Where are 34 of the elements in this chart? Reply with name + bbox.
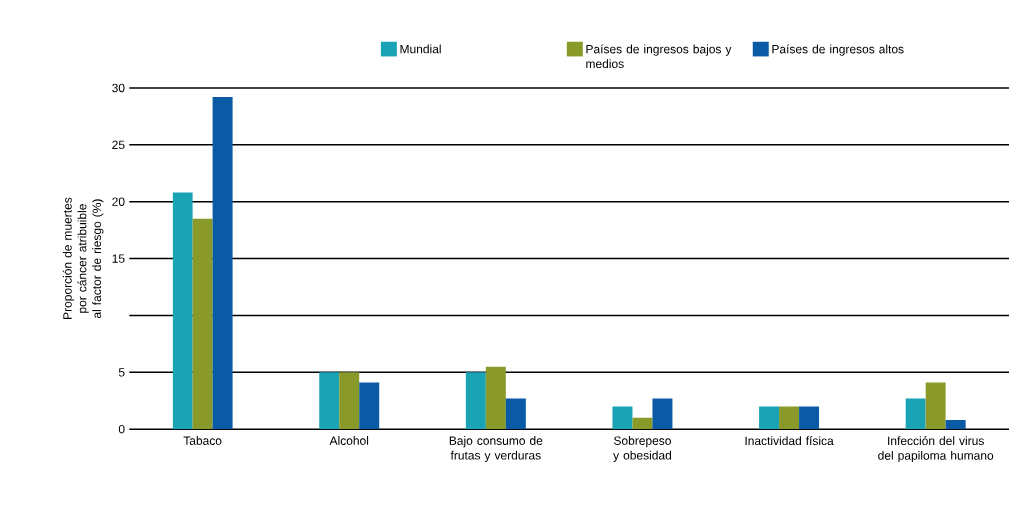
bar: [652, 398, 673, 430]
x-tick-label: Tabaco: [183, 436, 222, 446]
legend-label: Países de ingresos bajos y medios: [586, 44, 732, 69]
bar: [172, 192, 193, 430]
bar: [339, 372, 360, 430]
x-tick-label: Infección del virus del papiloma humano: [878, 436, 994, 463]
y-tick-label: 30: [112, 83, 125, 93]
x-tick-label: Sobrepeso y obesidad: [613, 436, 672, 463]
x-tick-label: Bajo consumo de frutas y verduras: [449, 436, 543, 463]
bar: [945, 420, 966, 430]
y-tick-label: 25: [112, 140, 125, 150]
y-axis-title: Proporción de muertes por cáncer atribuible al factor de riesgo (%): [62, 197, 104, 320]
bar: [799, 406, 820, 430]
bar: [212, 97, 233, 430]
y-tick-label: 5: [118, 368, 125, 377]
bar: [779, 406, 800, 430]
y-tick-label: 0: [118, 425, 125, 434]
bar: [319, 372, 340, 430]
bar: [505, 398, 526, 430]
x-tick-label: Alcohol: [329, 436, 369, 446]
bar: [632, 417, 653, 430]
legend-label: Mundial: [400, 44, 441, 54]
y-tick-label: 20: [112, 197, 125, 207]
bar: [485, 366, 506, 430]
bar: [359, 382, 380, 430]
x-tick-label: Inactividad física: [745, 436, 834, 446]
bar: [465, 372, 486, 430]
y-tick-label: 15: [112, 254, 125, 263]
bar: [192, 218, 213, 430]
bar: [925, 382, 946, 430]
bar: [759, 406, 780, 430]
legend-label: Países de ingresos altos: [772, 44, 904, 56]
bar: [612, 406, 633, 430]
bar: [905, 398, 926, 430]
